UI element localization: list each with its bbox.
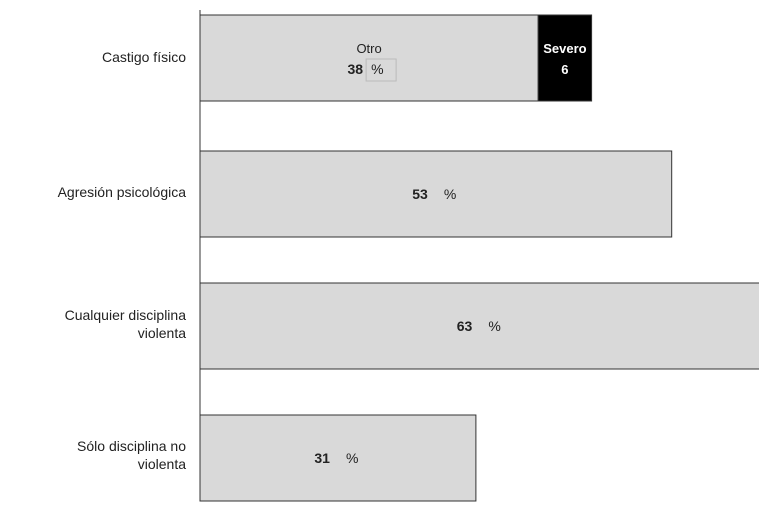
- data-label-solo: 31: [314, 450, 330, 466]
- category-label-castigo: Castigo físico: [102, 49, 186, 65]
- bar-castigo-severo: [537, 14, 593, 102]
- percent-label-castigo: %: [371, 61, 383, 77]
- segment-label-otro: Otro: [356, 41, 381, 56]
- category-label-cualquier: Cualquier disciplina violenta: [65, 307, 187, 341]
- data-label-severo: 6: [561, 62, 568, 77]
- category-label-agresion: Agresión psicológica: [58, 184, 187, 200]
- percent-label-agresion: %: [444, 186, 456, 202]
- segment-label-severo: Severo: [543, 41, 586, 56]
- bar-cualquier: [199, 282, 759, 370]
- data-label-cualquier: 63: [457, 318, 473, 334]
- bar-solo: [199, 414, 477, 502]
- svg-text:Sólo disciplina no: Sólo disciplina no: [77, 438, 186, 454]
- svg-text:violenta: violenta: [138, 325, 186, 341]
- category-label-solo: Sólo disciplina no violenta: [77, 438, 186, 472]
- bar-agresion: [199, 150, 673, 238]
- svg-text:violenta: violenta: [138, 456, 186, 472]
- data-label-castigo: 38: [348, 61, 364, 77]
- data-label-agresion: 53: [412, 186, 428, 202]
- percent-box-castigo: [365, 58, 397, 82]
- bar-castigo-otro: [199, 14, 539, 102]
- percent-label-solo: %: [346, 450, 358, 466]
- percent-label-cualquier: %: [488, 318, 500, 334]
- svg-text:Cualquier disciplina: Cualquier disciplina: [65, 307, 187, 323]
